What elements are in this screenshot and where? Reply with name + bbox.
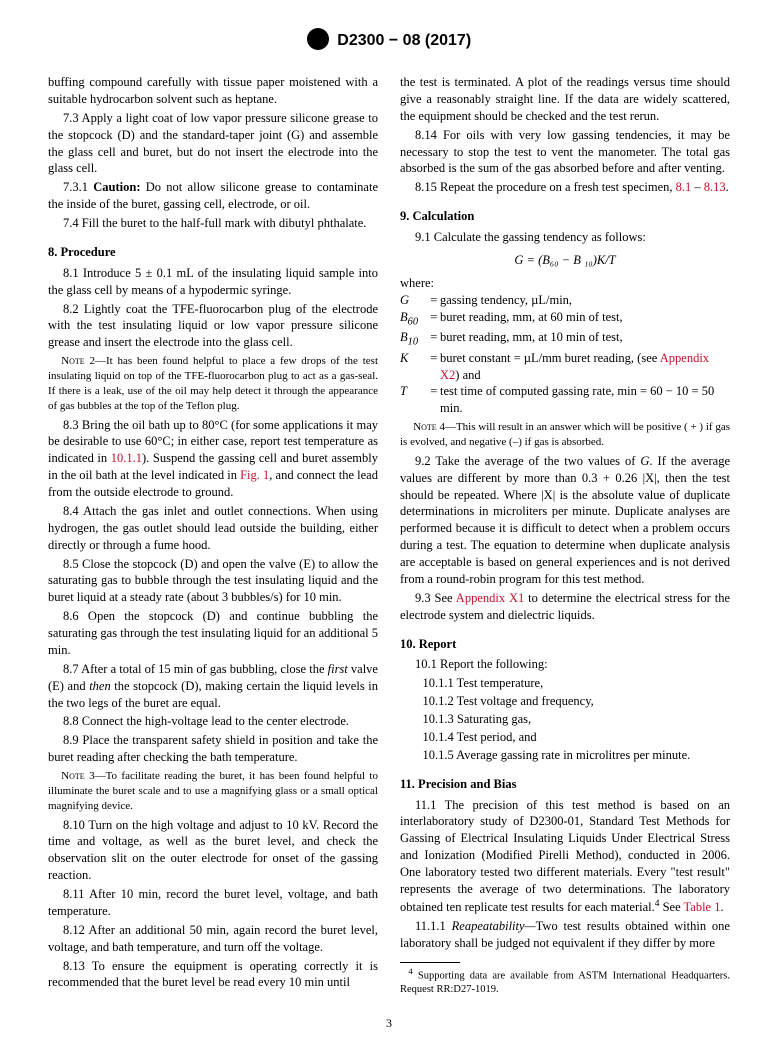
para-7-3: 7.3 Apply a light coat of low vapor pres… — [48, 110, 378, 178]
para-8-12: 8.12 After an additional 50 min, again r… — [48, 922, 378, 956]
para-8-6: 8.6 Open the stopcock (D) and continue b… — [48, 608, 378, 659]
xref-table-1[interactable]: Table 1 — [684, 900, 721, 914]
standard-designation: D2300 − 08 (2017) — [337, 32, 471, 49]
para-8-4: 8.4 Attach the gas inlet and outlet conn… — [48, 503, 378, 554]
footnote-block: 4 Supporting data are available from AST… — [400, 962, 730, 998]
sym-G: G — [400, 292, 428, 309]
footnote-4: 4 Supporting data are available from AST… — [400, 966, 730, 998]
para-7-3-1: 7.3.1 Caution: Do not allow silicone gre… — [48, 179, 378, 213]
para-8-15: 8.15 Repeat the procedure on a fresh tes… — [400, 179, 730, 196]
para-8-13: 8.13 To ensure the equipment is operatin… — [48, 958, 378, 992]
footnote-rule — [400, 962, 460, 963]
item-10-1-3: 10.1.3 Saturating gas, — [400, 711, 730, 728]
section-8-heading: 8. Procedure — [48, 244, 378, 261]
para-8-10: 8.10 Turn on the high voltage and adjust… — [48, 817, 378, 885]
item-10-1-2: 10.1.2 Test voltage and frequency, — [400, 693, 730, 710]
note-4: Note 4—This will result in an answer whi… — [400, 420, 730, 450]
def-B10: buret reading, mm, at 10 min of test, — [440, 329, 730, 350]
equation-gassing: G = (B₆₀ − B ₁₀)K/T — [400, 252, 730, 269]
sym-T: T — [400, 383, 428, 417]
def-G: gassing tendency, µL/min, — [440, 292, 730, 309]
def-T: test time of computed gassing rate, min … — [440, 383, 730, 417]
def-B60: buret reading, mm, at 60 min of test, — [440, 309, 730, 330]
para-8-11: 8.11 After 10 min, record the buret leve… — [48, 886, 378, 920]
para-9-2: 9.2 Take the average of the two values o… — [400, 453, 730, 588]
xref-10-1-1[interactable]: 10.1.1 — [111, 451, 142, 465]
para-9-3: 9.3 See Appendix X1 to determine the ele… — [400, 590, 730, 624]
section-10-heading: 10. Report — [400, 636, 730, 653]
para-11-1-1: 11.1.1 Reapeatability—Two test results o… — [400, 918, 730, 952]
sym-B60: B60 — [400, 309, 428, 330]
para-8-8: 8.8 Connect the high-voltage lead to the… — [48, 713, 378, 730]
xref-fig-1[interactable]: Fig. 1 — [240, 468, 269, 482]
body-columns: buffing compound carefully with tissue p… — [48, 74, 730, 997]
para-8-14: 8.14 For oils with very low gassing tend… — [400, 127, 730, 178]
definitions-list: G=gassing tendency, µL/min, B60=buret re… — [400, 292, 730, 418]
sym-K: K — [400, 350, 428, 384]
para-8-7: 8.7 After a total of 15 min of gas bubbl… — [48, 661, 378, 712]
xref-8-13[interactable]: 8.13 — [704, 180, 726, 194]
item-10-1-4: 10.1.4 Test period, and — [400, 729, 730, 746]
para-7-2-cont: buffing compound carefully with tissue p… — [48, 74, 378, 108]
note-3: Note 3—To facilitate reading the buret, … — [48, 769, 378, 814]
note-2: Note 2—It has been found helpful to plac… — [48, 354, 378, 413]
para-11-1: 11.1 The precision of this test method i… — [400, 797, 730, 916]
para-8-1: 8.1 Introduce 5 ± 0.1 mL of the insulati… — [48, 265, 378, 299]
section-9-heading: 9. Calculation — [400, 208, 730, 225]
para-8-13-cont: the test is terminated. A plot of the re… — [400, 74, 730, 125]
where-label: where: — [400, 275, 730, 292]
para-8-5: 8.5 Close the stopcock (D) and open the … — [48, 556, 378, 607]
document-header: D2300 − 08 (2017) — [48, 30, 730, 52]
def-K: buret constant = µL/mm buret reading, (s… — [440, 350, 730, 384]
para-8-2: 8.2 Lightly coat the TFE-fluorocarbon pl… — [48, 301, 378, 352]
item-10-1-1: 10.1.1 Test temperature, — [400, 675, 730, 692]
para-7-4: 7.4 Fill the buret to the half-full mark… — [48, 215, 378, 232]
para-9-1: 9.1 Calculate the gassing tendency as fo… — [400, 229, 730, 246]
para-8-9: 8.9 Place the transparent safety shield … — [48, 732, 378, 766]
astm-logo — [307, 28, 329, 50]
para-8-3: 8.3 Bring the oil bath up to 80°C (for s… — [48, 417, 378, 501]
xref-appendix-x1[interactable]: Appendix X1 — [456, 591, 524, 605]
para-10-1: 10.1 Report the following: — [400, 656, 730, 673]
section-11-heading: 11. Precision and Bias — [400, 776, 730, 793]
page-number: 3 — [48, 1015, 730, 1031]
item-10-1-5: 10.1.5 Average gassing rate in microlitr… — [400, 747, 730, 764]
xref-8-1[interactable]: 8.1 — [676, 180, 692, 194]
sym-B10: B10 — [400, 329, 428, 350]
